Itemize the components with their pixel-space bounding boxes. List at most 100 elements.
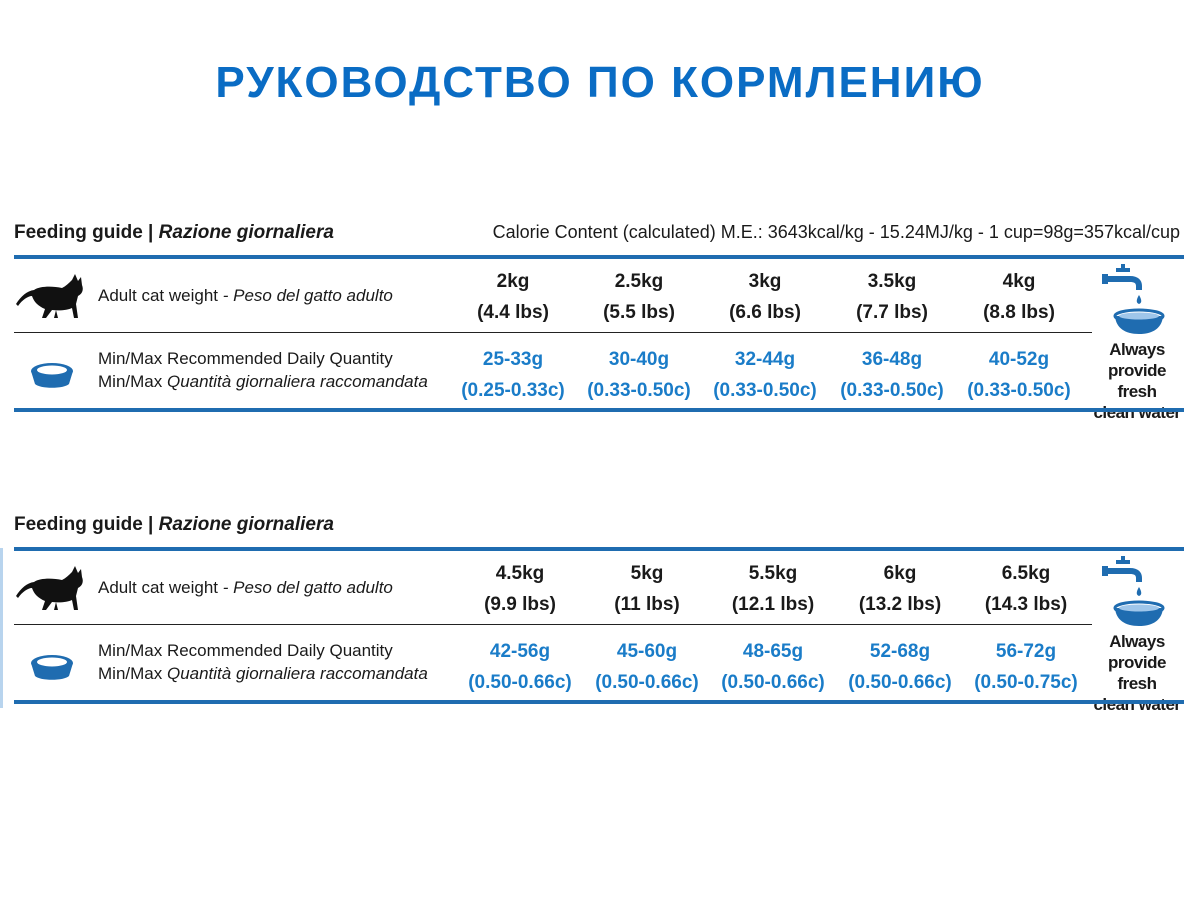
weight-row-label: Adult cat weight - Peso del gatto adulto xyxy=(98,284,393,307)
weight-lbs: (9.9 lbs) xyxy=(484,594,556,615)
weight-lbs: (5.5 lbs) xyxy=(603,302,675,323)
quantity-grams: 25-33g xyxy=(482,349,544,370)
quantity-label-prefix: Min/Max xyxy=(98,372,163,391)
guide-heading-italic: Razione giornaliera xyxy=(158,514,334,535)
water-note-line: Always xyxy=(1109,340,1165,359)
calorie-content: Calorie Content (calculated) M.E.: 3643k… xyxy=(492,222,1180,242)
weight-cell: 3kg (6.6 lbs) xyxy=(703,266,827,328)
weight-kg: 2.5kg xyxy=(614,271,664,292)
weight-row-label: Adult cat weight - Peso del gatto adulto xyxy=(98,576,393,599)
weight-kg: 5kg xyxy=(630,563,664,584)
quantity-label-en: Min/Max Recommended Daily Quantity xyxy=(98,349,393,368)
water-note-line: provide fresh xyxy=(1108,653,1166,693)
quantity-cups: (0.50-0.66c) xyxy=(848,672,952,693)
quantity-grams: 42-56g xyxy=(489,641,551,662)
quantity-cups: (0.50-0.66c) xyxy=(595,672,699,693)
weight-label-italic: - Peso del gatto adulto xyxy=(222,578,393,597)
weight-cell: 3.5kg (7.7 lbs) xyxy=(830,266,954,328)
weight-cell: 6kg (13.2 lbs) xyxy=(838,558,962,620)
feeding-guide-2: Feeding guide | Razione giornaliera Adul… xyxy=(0,514,1200,734)
weight-lbs: (7.7 lbs) xyxy=(856,302,928,323)
water-note-line: clean water xyxy=(1093,695,1181,714)
weight-kg: 3.5kg xyxy=(867,271,917,292)
quantity-cell: 40-52g (0.33-0.50c) xyxy=(957,344,1081,406)
quantity-label-prefix: Min/Max xyxy=(98,664,163,683)
quantity-label-it: Quantità giornaliera raccomandata xyxy=(166,372,428,391)
weight-label: Adult cat weight xyxy=(98,286,219,305)
weight-lbs: (13.2 lbs) xyxy=(858,594,942,615)
quantity-grams: 32-44g xyxy=(734,349,796,370)
quantity-grams: 30-40g xyxy=(608,349,670,370)
quantity-grams: 52-68g xyxy=(869,641,931,662)
weight-kg: 2kg xyxy=(496,271,530,292)
quantity-cell: 30-40g (0.33-0.50c) xyxy=(577,344,701,406)
quantity-cell: 45-60g (0.50-0.66c) xyxy=(585,636,709,698)
quantity-cell: 56-72g (0.50-0.75c) xyxy=(964,636,1088,698)
weight-cell: 4.5kg (9.9 lbs) xyxy=(458,558,582,620)
quantity-grams: 36-48g xyxy=(861,349,923,370)
quantity-label-en: Min/Max Recommended Daily Quantity xyxy=(98,641,393,660)
weight-kg: 5.5kg xyxy=(748,563,798,584)
quantity-row-label: Min/Max Recommended Daily Quantity Min/M… xyxy=(98,347,428,393)
quantity-cell: 48-65g (0.50-0.66c) xyxy=(711,636,835,698)
quantity-cups: (0.33-0.50c) xyxy=(713,380,817,401)
weight-kg: 6kg xyxy=(883,563,917,584)
quantity-cups: (0.50-0.66c) xyxy=(468,672,572,693)
divider-bottom xyxy=(14,408,1184,412)
quantity-cell: 42-56g (0.50-0.66c) xyxy=(458,636,582,698)
quantity-grams: 48-65g xyxy=(742,641,804,662)
divider-top xyxy=(14,547,1184,551)
water-tap-bowl-icon xyxy=(1102,556,1165,626)
water-note: Always provide fresh clean water xyxy=(1088,631,1186,715)
quantity-cups: (0.33-0.50c) xyxy=(967,380,1071,401)
water-note-line: Always xyxy=(1109,632,1165,651)
divider-top xyxy=(14,255,1184,259)
weight-kg: 4.5kg xyxy=(495,563,545,584)
weight-kg: 4kg xyxy=(1002,271,1036,292)
weight-lbs: (14.3 lbs) xyxy=(984,594,1068,615)
quantity-row-label: Min/Max Recommended Daily Quantity Min/M… xyxy=(98,639,428,685)
guide-heading-italic: Razione giornaliera xyxy=(158,222,334,243)
guide-heading-text: Feeding guide | xyxy=(14,222,154,243)
page-title: РУКОВОДСТВО ПО КОРМЛЕНИЮ xyxy=(215,58,985,107)
guide-heading: Feeding guide | Razione giornaliera xyxy=(14,514,334,536)
quantity-label-it: Quantità giornaliera raccomandata xyxy=(166,664,428,683)
divider-bottom xyxy=(14,700,1184,704)
quantity-cell: 36-48g (0.33-0.50c) xyxy=(830,344,954,406)
weight-lbs: (4.4 lbs) xyxy=(477,302,549,323)
edge-marker xyxy=(0,548,3,708)
quantity-cell: 52-68g (0.50-0.66c) xyxy=(838,636,962,698)
divider-middle xyxy=(14,624,1092,625)
quantity-cups: (0.33-0.50c) xyxy=(587,380,691,401)
quantity-grams: 40-52g xyxy=(988,349,1050,370)
quantity-cups: (0.25-0.33c) xyxy=(461,380,565,401)
weight-cell: 2kg (4.4 lbs) xyxy=(451,266,575,328)
food-bowl-icon xyxy=(31,655,73,680)
weight-cell: 6.5kg (14.3 lbs) xyxy=(964,558,1088,620)
weight-cell: 2.5kg (5.5 lbs) xyxy=(577,266,701,328)
water-note-line: provide fresh xyxy=(1108,361,1166,401)
weight-lbs: (6.6 lbs) xyxy=(729,302,801,323)
weight-kg: 3kg xyxy=(748,271,782,292)
quantity-grams: 45-60g xyxy=(616,641,678,662)
weight-lbs: (8.8 lbs) xyxy=(983,302,1055,323)
weight-cell: 5.5kg (12.1 lbs) xyxy=(711,558,835,620)
feeding-guide-1: Feeding guide | Razione giornaliera Calo… xyxy=(0,222,1200,442)
quantity-cups: (0.50-0.75c) xyxy=(974,672,1078,693)
weight-cell: 4kg (8.8 lbs) xyxy=(957,266,1081,328)
guide-heading: Feeding guide | Razione giornaliera xyxy=(14,222,334,244)
quantity-cell: 25-33g (0.25-0.33c) xyxy=(451,344,575,406)
food-bowl-icon xyxy=(31,363,73,388)
quantity-cups: (0.33-0.50c) xyxy=(840,380,944,401)
weight-kg: 6.5kg xyxy=(1001,563,1051,584)
quantity-cell: 32-44g (0.33-0.50c) xyxy=(703,344,827,406)
water-note: Always provide fresh clean water xyxy=(1088,339,1186,423)
divider-middle xyxy=(14,332,1092,333)
quantity-grams: 56-72g xyxy=(995,641,1057,662)
water-tap-bowl-icon xyxy=(1102,264,1165,334)
cat-silhouette-icon xyxy=(16,274,83,318)
weight-label-italic: - Peso del gatto adulto xyxy=(222,286,393,305)
guide-heading-text: Feeding guide | xyxy=(14,514,154,535)
cat-silhouette-icon xyxy=(16,566,83,610)
weight-lbs: (11 lbs) xyxy=(614,594,680,615)
